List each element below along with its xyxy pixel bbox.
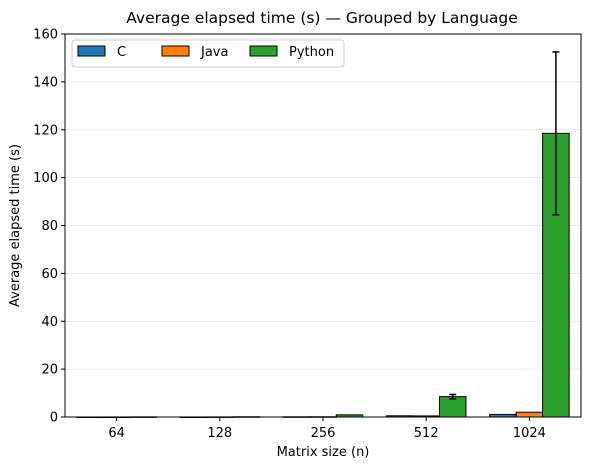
y-tick-label: 20	[41, 363, 58, 378]
x-axis-label: Matrix size (n)	[277, 445, 370, 460]
legend-swatch-c	[77, 45, 106, 57]
y-tick-label: 160	[33, 28, 58, 43]
y-tick-label: 120	[33, 123, 58, 138]
bar-python-512	[438, 396, 467, 418]
x-tick-label: 512	[414, 426, 439, 441]
y-tick-label: 0	[50, 411, 58, 426]
chart-title: Average elapsed time (s) — Grouped by La…	[126, 9, 518, 27]
x-tick-label: 64	[108, 426, 125, 441]
y-tick-label: 100	[33, 171, 58, 186]
y-tick-label: 60	[41, 267, 58, 282]
y-tick-label: 40	[41, 315, 58, 330]
x-tick-label: 128	[207, 426, 232, 441]
x-tick-label: 256	[311, 426, 336, 441]
legend-label-python: Python	[289, 45, 334, 60]
legend-label-java: Java	[200, 45, 228, 60]
x-axis-ticks: 64 128 256 512 1024	[108, 417, 546, 441]
error-bars	[449, 51, 560, 400]
y-tick-label: 80	[41, 219, 58, 234]
legend-swatch-python	[249, 45, 278, 57]
y-axis-label: Average elapsed time (s)	[8, 144, 23, 307]
legend-label-c: C	[117, 45, 126, 60]
bars	[76, 132, 570, 418]
y-tick-label: 140	[33, 75, 58, 90]
grid	[65, 81, 581, 370]
legend-swatch-java	[161, 45, 190, 57]
bar-java-1024	[515, 411, 544, 418]
x-tick-label: 1024	[513, 426, 546, 441]
y-axis-ticks: 0 20 40 60 80 100 120 140 160	[33, 28, 65, 426]
legend: C Java Python	[71, 39, 345, 68]
